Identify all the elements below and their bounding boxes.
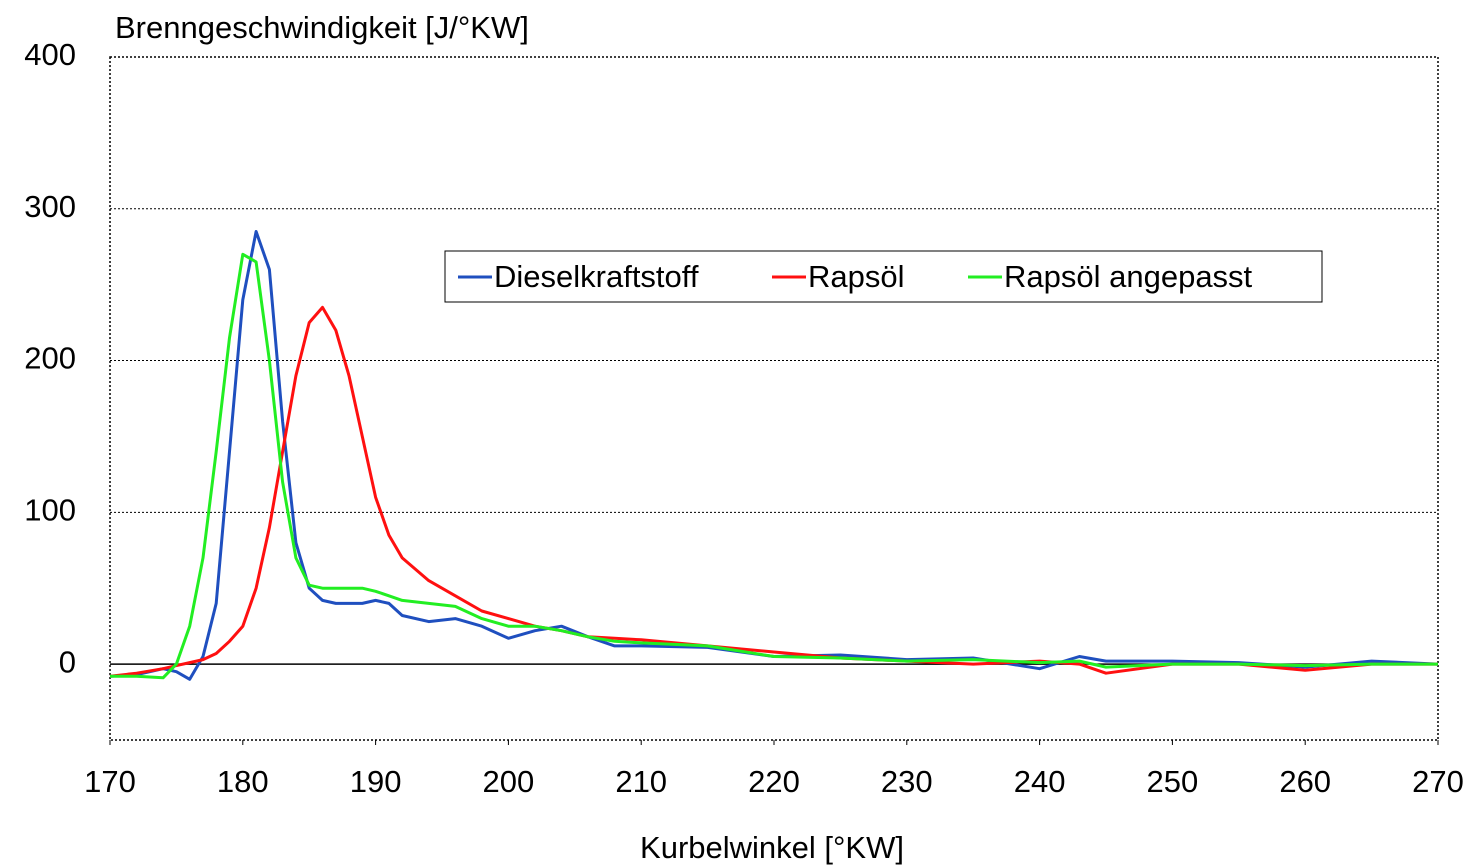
x-tick-label: 240 [1014, 764, 1066, 799]
x-axis-title: Kurbelwinkel [°KW] [640, 830, 904, 865]
y-tick-label: 0 [59, 644, 76, 679]
x-tick-label: 200 [483, 764, 535, 799]
plot-frame [109, 56, 1439, 741]
x-tick-label: 170 [84, 764, 136, 799]
series-line [109, 305, 1438, 678]
legend-box [444, 250, 1323, 303]
x-tick-label: 180 [217, 764, 269, 799]
x-tick-label: 270 [1412, 764, 1464, 799]
series-line [109, 230, 1439, 681]
legend-label: Rapsöl [808, 259, 905, 294]
x-tick-label: 260 [1279, 764, 1331, 799]
x-tick-label: 220 [748, 764, 800, 799]
y-tick-label: 300 [24, 189, 76, 224]
y-tick-label: 100 [24, 493, 76, 528]
y-tick-label: 200 [24, 341, 76, 376]
legend-label: Dieselkraftstoff [494, 259, 699, 294]
x-tick-label: 190 [350, 764, 402, 799]
x-tick-label: 230 [881, 764, 933, 799]
y-tick-label: 400 [24, 37, 76, 72]
series-line [110, 252, 1438, 680]
x-tick-label: 250 [1147, 764, 1199, 799]
y-axis-title: Brenngeschwindigkeit [J/°KW] [115, 10, 529, 45]
x-tick-label: 210 [615, 764, 667, 799]
legend-label: Rapsöl angepasst [1004, 259, 1253, 294]
